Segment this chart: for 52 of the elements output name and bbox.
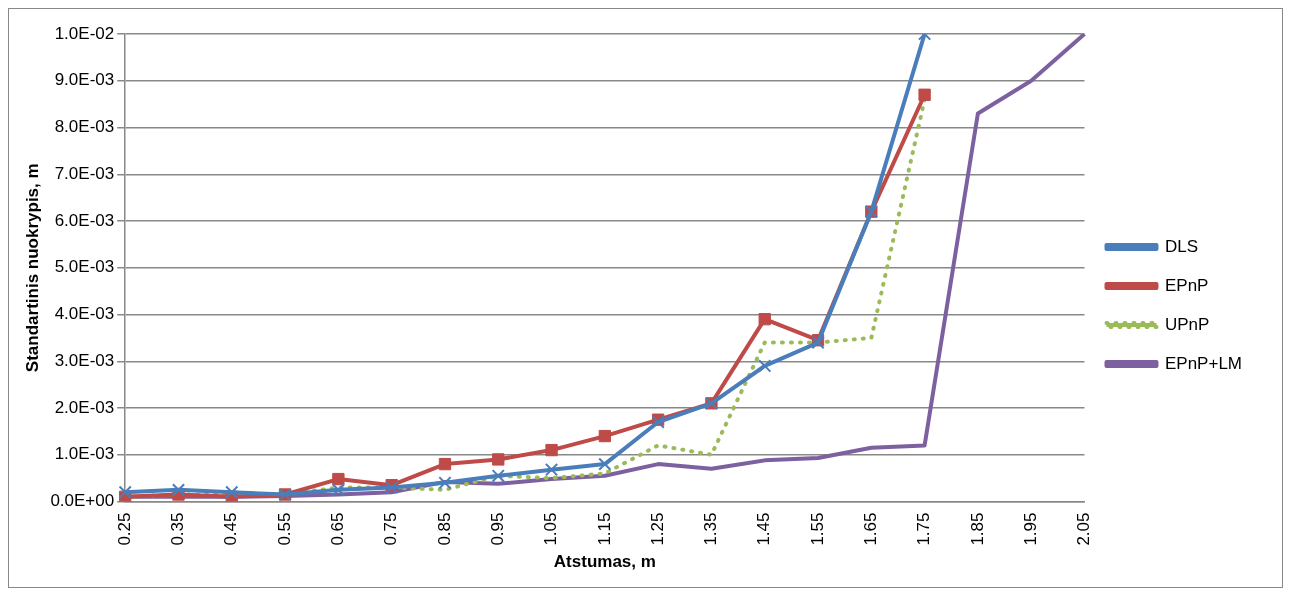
point — [544, 463, 559, 477]
y-tick-label: 5.0E-03 — [54, 257, 115, 277]
x-tick-label: 1.35 — [701, 512, 721, 546]
legend-label: UPnP — [1164, 314, 1210, 334]
x-tick-label: 0.25 — [114, 512, 134, 546]
point — [918, 88, 931, 101]
point — [758, 359, 772, 373]
point — [225, 485, 239, 499]
y-tick-label: 1.0E-02 — [54, 23, 115, 43]
point — [438, 476, 452, 490]
x-tick-label: 0.75 — [381, 512, 401, 546]
y-tick-label: 7.0E-03 — [54, 163, 115, 183]
point — [545, 443, 558, 457]
x-tick-label: 1.65 — [861, 512, 880, 546]
legend-label: DLS — [1164, 236, 1199, 256]
point — [598, 457, 612, 471]
y-tick-label: 6.0E-03 — [54, 210, 115, 230]
y-tick-label: 0.0E+00 — [50, 491, 115, 511]
point — [438, 457, 452, 471]
point — [598, 429, 611, 443]
x-tick-label: 1.85 — [967, 512, 987, 546]
x-tick-label: 1.55 — [807, 512, 827, 546]
x-tick-label: 0.95 — [487, 512, 507, 546]
point — [758, 313, 771, 326]
x-tick-label: 0.55 — [274, 512, 294, 546]
y-tick-label: 2.0E-03 — [54, 397, 115, 417]
point — [331, 483, 346, 497]
x-tick-label: 0.35 — [168, 512, 188, 546]
legend-label: EPnP — [1164, 275, 1209, 295]
y-tick-label: 9.0E-03 — [54, 70, 115, 90]
x-tick-label: 1.75 — [914, 512, 934, 546]
y-tick-label: 8.0E-03 — [54, 117, 115, 137]
x-tick-label: 1.45 — [754, 512, 774, 546]
point — [332, 472, 345, 486]
y-axis-title: Standartinis nuokrypis, m — [22, 163, 42, 373]
x-tick-label: 1.15 — [594, 512, 614, 546]
x-tick-label: 0.45 — [221, 512, 241, 546]
y-tick-label: 4.0E-03 — [54, 304, 115, 324]
y-tick-label: 3.0E-03 — [54, 350, 115, 370]
x-tick-label: 0.85 — [434, 512, 454, 546]
x-tick-label: 0.65 — [328, 512, 348, 546]
x-tick-label: 1.95 — [1020, 512, 1040, 546]
point — [118, 485, 132, 499]
x-tick-label: 1.25 — [647, 512, 667, 546]
point — [171, 483, 186, 497]
point — [491, 469, 505, 483]
y-tick-label: 1.0E-03 — [54, 444, 115, 464]
x-axis-title: Atstumas, m — [553, 552, 656, 572]
x-tick-label: 2.05 — [1074, 512, 1094, 546]
x-tick-label: 1.05 — [541, 512, 561, 546]
point — [492, 453, 505, 466]
legend-label: EPnP+LM — [1164, 353, 1242, 373]
